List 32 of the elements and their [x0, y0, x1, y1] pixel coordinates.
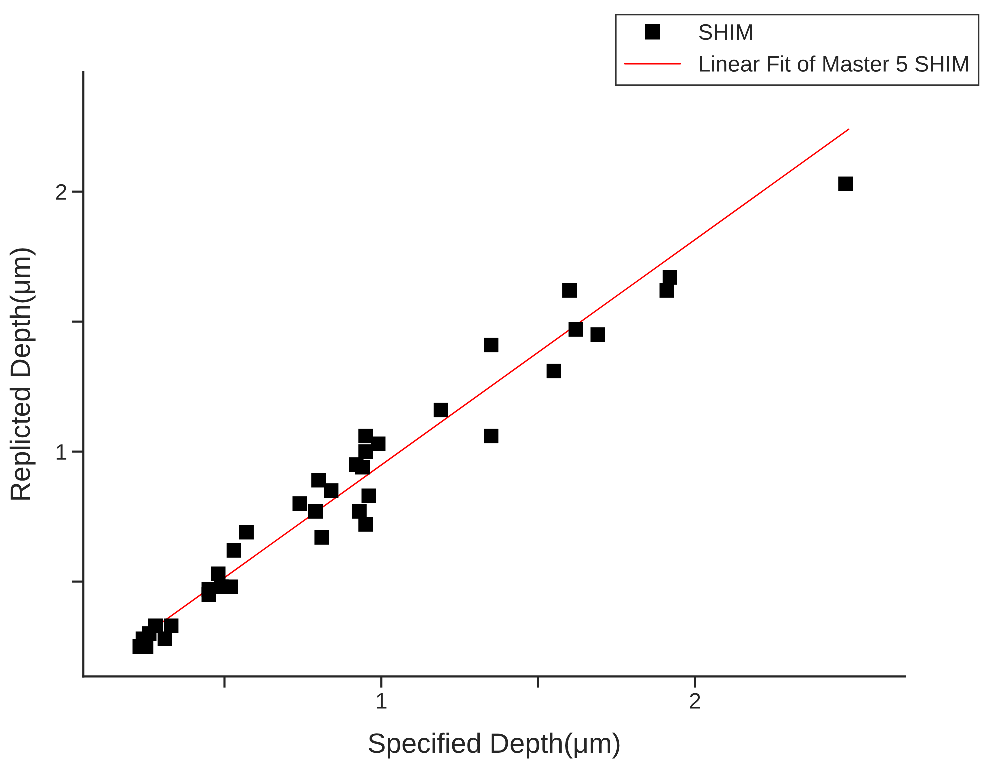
point — [568, 322, 584, 337]
point — [484, 338, 499, 353]
point — [164, 618, 179, 634]
point — [662, 270, 678, 285]
point — [355, 460, 370, 475]
point — [434, 402, 448, 418]
point — [324, 484, 339, 498]
point — [358, 517, 374, 532]
point — [314, 530, 330, 545]
x-axis-title: Specified Depth(μm) — [368, 732, 620, 759]
point — [371, 436, 386, 452]
point — [546, 364, 562, 379]
point — [308, 504, 323, 519]
point — [838, 176, 854, 192]
point — [226, 543, 242, 558]
point — [362, 488, 376, 504]
point — [312, 473, 326, 488]
point — [358, 428, 374, 444]
point — [292, 496, 308, 512]
point — [358, 444, 374, 460]
point — [660, 283, 674, 298]
point — [352, 504, 367, 519]
legend-label: SHIM — [699, 24, 752, 40]
point — [562, 283, 578, 298]
point — [590, 328, 606, 342]
point — [158, 632, 172, 646]
point — [484, 428, 499, 444]
point — [148, 618, 164, 634]
point — [239, 525, 254, 540]
point — [214, 580, 229, 594]
y-axis-title: Replicted Depth(μm) — [10, 248, 36, 500]
legend-label: Linear Fit of Master 5 SHIM — [700, 56, 968, 72]
